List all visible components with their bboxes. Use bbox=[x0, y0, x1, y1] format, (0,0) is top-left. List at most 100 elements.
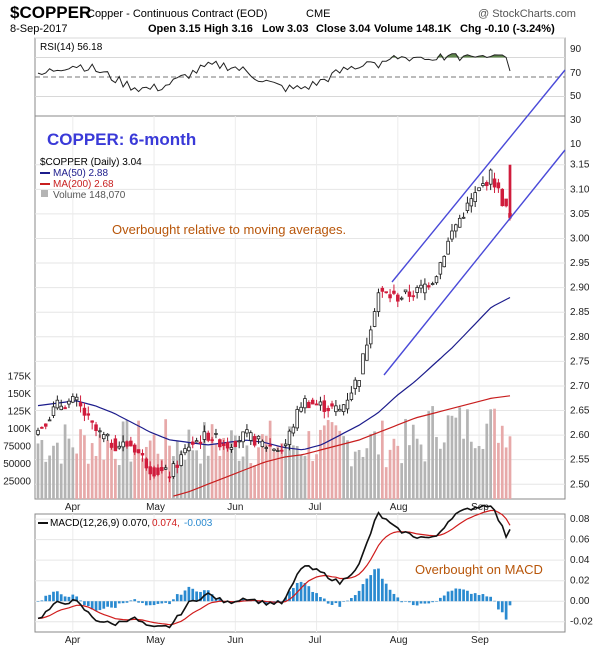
price-axis-tick: 2.55 bbox=[570, 455, 590, 466]
candle-body bbox=[78, 402, 83, 407]
macd-histogram-bar bbox=[419, 601, 423, 604]
volume-bar bbox=[121, 421, 125, 499]
legend-ma50: MA(50) 2.88 bbox=[53, 168, 108, 179]
candle-body bbox=[71, 396, 75, 403]
macd-signal-label: 0.074, bbox=[152, 518, 180, 529]
volume-bar bbox=[319, 429, 322, 499]
candle-body bbox=[210, 439, 214, 442]
channel-lower-line bbox=[383, 149, 566, 376]
volume-bar bbox=[315, 454, 318, 499]
watermark: @ StockCharts.com bbox=[478, 8, 576, 20]
volume-bar bbox=[55, 442, 59, 499]
candle-body bbox=[307, 401, 311, 409]
candle-body bbox=[438, 262, 443, 275]
volume-bar bbox=[230, 430, 233, 499]
change-value: Chg -0.10 (-3.24%) bbox=[460, 23, 555, 35]
price-axis-tick: 3.15 bbox=[570, 160, 590, 171]
price-axis-tick: 2.50 bbox=[570, 479, 590, 490]
candle-body bbox=[392, 290, 396, 294]
macd-histogram-bar bbox=[365, 578, 369, 602]
macd-histogram-bar bbox=[338, 601, 342, 607]
macd-histogram-bar bbox=[411, 601, 415, 606]
price-axis-tick: 2.65 bbox=[570, 406, 590, 417]
macd-histogram-bar bbox=[137, 601, 140, 603]
volume-bar bbox=[411, 424, 415, 499]
price-axis-tick: 2.75 bbox=[570, 356, 590, 367]
volume-bar bbox=[439, 448, 442, 499]
rsi-overbought-fill bbox=[390, 53, 510, 58]
macd-histogram-bar bbox=[361, 584, 365, 602]
macd-histogram-bar bbox=[326, 601, 330, 604]
rsi-line bbox=[37, 52, 511, 93]
macd-histogram-bar bbox=[408, 601, 411, 603]
volume-bar bbox=[442, 442, 446, 499]
macd-histogram-bar bbox=[322, 598, 326, 602]
macd-histogram-bar bbox=[435, 601, 438, 602]
candle-body bbox=[264, 447, 269, 449]
volume-bar bbox=[450, 415, 454, 499]
volume-bar bbox=[86, 463, 90, 499]
candle-body bbox=[276, 450, 280, 452]
volume-bar bbox=[284, 445, 287, 499]
candle-body bbox=[481, 183, 485, 187]
month-label: Aug bbox=[390, 502, 408, 513]
macd-histogram-bar bbox=[404, 601, 407, 602]
candle-body bbox=[125, 441, 129, 447]
candle-body bbox=[411, 295, 416, 298]
price-axis-tick: 2.60 bbox=[570, 430, 590, 441]
candle-body bbox=[268, 444, 272, 447]
volume-bar bbox=[404, 418, 407, 499]
candle-body bbox=[508, 164, 512, 219]
volume-bar bbox=[400, 463, 404, 499]
macd-histogram-bar bbox=[504, 601, 508, 620]
volume-axis-tick: 175K bbox=[8, 372, 32, 383]
candle-body bbox=[229, 447, 234, 450]
candle-body bbox=[345, 399, 350, 410]
candle-body bbox=[113, 438, 118, 452]
macd-histogram-bar bbox=[427, 601, 431, 604]
overbought-ma-annotation: Overbought relative to moving averages. bbox=[112, 222, 346, 237]
volume-bar bbox=[114, 458, 117, 499]
candle-body bbox=[291, 426, 296, 434]
macd-histogram-bar bbox=[168, 601, 171, 605]
macd-histogram-bar bbox=[144, 601, 148, 606]
candle-body bbox=[43, 423, 48, 427]
volume-bar bbox=[90, 443, 94, 499]
macd-histogram-bar bbox=[392, 593, 396, 602]
volume-bar bbox=[75, 453, 79, 499]
macd-histogram-bar bbox=[380, 578, 384, 602]
volume-bar bbox=[307, 431, 311, 499]
candle-body bbox=[442, 255, 446, 268]
macd-label: MACD(12,26,9) 0.070, bbox=[50, 518, 150, 529]
candle-body bbox=[260, 440, 265, 447]
macd-histogram-bar bbox=[148, 601, 152, 606]
month-label: Aug bbox=[390, 635, 408, 646]
candle-body bbox=[148, 466, 152, 475]
macd-histogram-bar bbox=[311, 591, 315, 602]
macd-axis-tick: 0.02 bbox=[570, 576, 590, 587]
candle-body bbox=[94, 424, 98, 431]
macd-histogram-bar bbox=[195, 591, 198, 602]
macd-histogram-bar bbox=[191, 588, 195, 602]
volume-bar bbox=[469, 441, 473, 499]
candle-body bbox=[237, 440, 241, 443]
candle-body bbox=[218, 439, 222, 448]
volume-bar bbox=[477, 445, 481, 499]
volume-bar bbox=[59, 463, 63, 499]
candle-body bbox=[485, 182, 489, 187]
macd-histogram-bar bbox=[350, 598, 353, 602]
candle-body bbox=[183, 448, 187, 454]
macd-histogram-bar bbox=[315, 593, 318, 602]
macd-histogram-bar bbox=[303, 583, 307, 602]
volume-bar bbox=[257, 447, 260, 499]
candle-body bbox=[252, 436, 257, 446]
price-axis-tick: 2.85 bbox=[570, 307, 590, 318]
macd-histogram-bar bbox=[75, 596, 79, 602]
candle-body bbox=[287, 430, 292, 445]
volume-bar bbox=[497, 442, 500, 499]
macd-histogram-bar bbox=[179, 594, 183, 602]
candle-body bbox=[314, 403, 319, 406]
candle-body bbox=[299, 406, 303, 412]
candle-body bbox=[117, 445, 121, 449]
price-axis-tick: 2.70 bbox=[570, 381, 590, 392]
